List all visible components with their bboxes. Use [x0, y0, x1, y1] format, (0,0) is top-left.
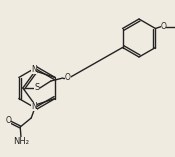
Text: N: N	[31, 65, 37, 74]
Text: O: O	[5, 116, 11, 125]
Text: O: O	[65, 73, 71, 82]
Text: S: S	[34, 84, 40, 92]
Text: O: O	[160, 22, 166, 31]
Text: NH₂: NH₂	[13, 138, 29, 146]
Text: N: N	[31, 102, 37, 111]
